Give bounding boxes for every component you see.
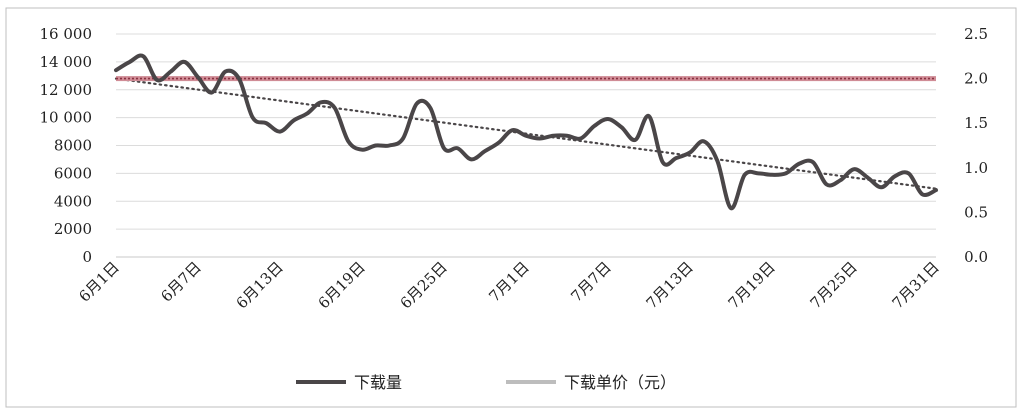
- series-line-downloads: [114, 53, 938, 211]
- x-tick-label: 6月7日: [157, 258, 204, 305]
- legend: 下载量 下载单价（元）: [296, 373, 676, 392]
- y-left-tick-label: 8000: [54, 137, 92, 155]
- y-left-tick-label: 2000: [54, 220, 92, 238]
- y-axis-left: 0 2000 4000 6000 8000 10 000 12 000 14 000 16 00…: [40, 25, 93, 266]
- gridlines: [116, 33, 936, 258]
- x-tick-label: 7月31日: [889, 258, 943, 312]
- y-left-tick-label: 14 000: [40, 53, 93, 71]
- y-right-tick-label: 2.5: [964, 25, 988, 43]
- legend-label-price: 下载单价（元）: [564, 373, 676, 392]
- y-right-tick-label: 1.5: [964, 114, 988, 132]
- chart-border: [5, 7, 1017, 408]
- y-left-tick-label: 10 000: [40, 109, 93, 127]
- series-layer: [114, 53, 938, 211]
- x-tick-label: 6月19日: [315, 258, 369, 312]
- legend-item-price: 下载单价（元）: [506, 373, 676, 392]
- x-tick-label: 6月13日: [233, 258, 287, 312]
- x-axis: 6月1日 6月7日 6月13日 6月19日 6月25日 7月1日 7月7日 7月13日 7月19…: [75, 258, 942, 312]
- y-left-tick-label: 4000: [54, 192, 92, 210]
- x-tick-label: 7月1日: [485, 258, 532, 305]
- legend-label-downloads: 下载量: [354, 373, 402, 392]
- x-tick-label: 7月25日: [807, 258, 861, 312]
- y-right-tick-label: 0.5: [964, 203, 988, 221]
- x-tick-label: 7月19日: [725, 258, 779, 312]
- y-left-tick-label: 6000: [54, 164, 92, 182]
- y-right-tick-label: 0.0: [964, 248, 988, 266]
- y-right-tick-label: 2.0: [964, 70, 988, 88]
- legend-item-downloads: 下载量: [296, 373, 402, 392]
- y-axis-right: 0.0 0.5 1.0 1.5 2.0 2.5: [964, 25, 988, 266]
- x-tick-label: 7月13日: [643, 258, 697, 312]
- y-left-tick-label: 12 000: [40, 81, 93, 99]
- y-right-tick-label: 1.0: [964, 159, 988, 177]
- y-left-tick-label: 16 000: [40, 25, 93, 43]
- y-left-tick-label: 0: [82, 248, 92, 266]
- x-tick-label: 7月7日: [567, 258, 614, 305]
- x-tick-label: 6月25日: [397, 258, 451, 312]
